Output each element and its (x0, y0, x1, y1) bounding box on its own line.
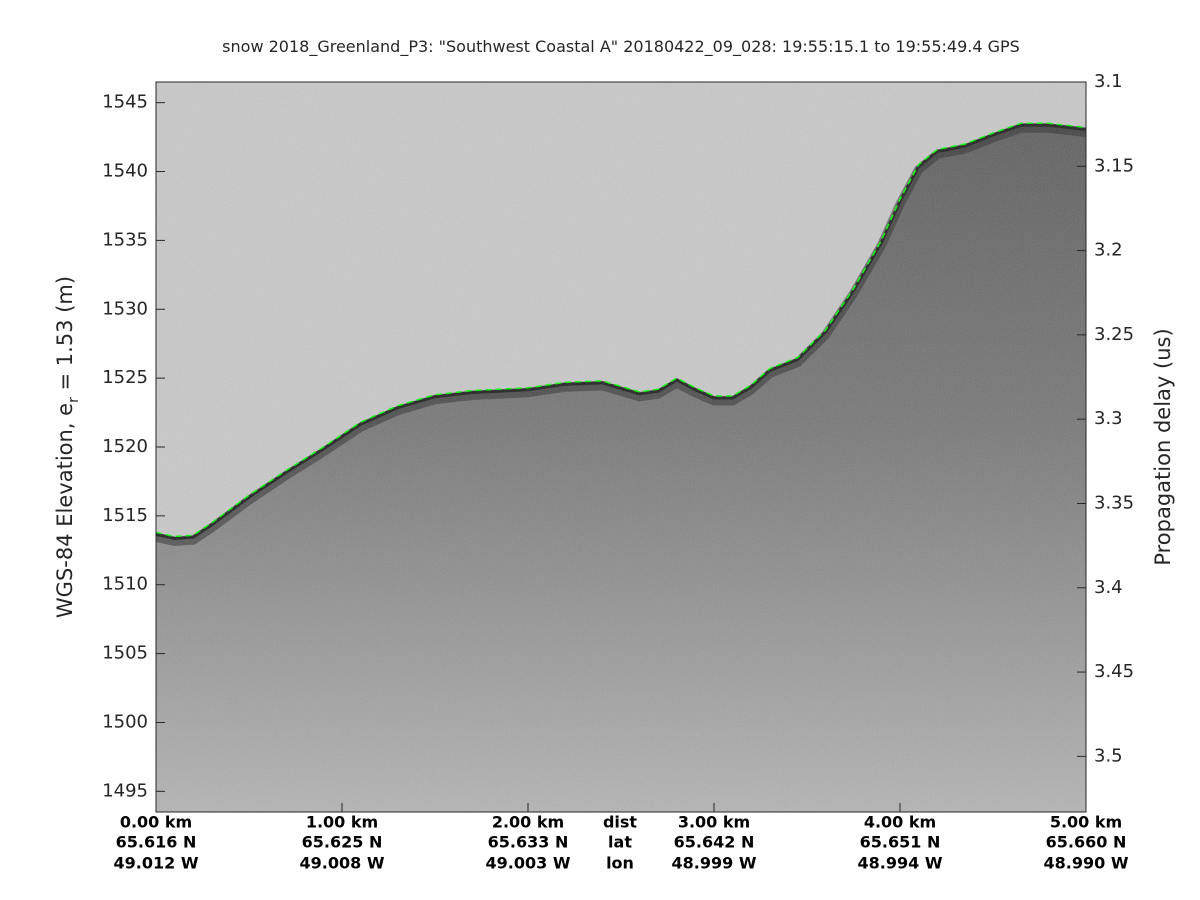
echogram-noise (156, 82, 1086, 812)
x-tick-label: 1.00 km (306, 813, 378, 832)
y-tick-label: 1505 (102, 643, 148, 664)
y-axis-label: WGS-84 Elevation, er = 1.53 (m) (53, 276, 82, 618)
y-tick-label: 1510 (102, 574, 148, 595)
y2-tick-label: 3.5 (1094, 745, 1123, 766)
lat-label: 65.642 N (674, 833, 755, 852)
y-tick-label: 1520 (102, 436, 148, 457)
y-axis-label-part: WGS-84 Elevation, e (53, 403, 77, 618)
y2-tick-label: 3.4 (1094, 577, 1123, 598)
lat-label: 65.651 N (860, 833, 941, 852)
x-tick-label: 5.00 km (1050, 813, 1122, 832)
y2-tick-label: 3.25 (1094, 324, 1134, 345)
y2-tick-label: 3.1 (1094, 71, 1123, 92)
row-label: lat (608, 833, 632, 852)
row-label: dist (603, 813, 637, 832)
lon-label: 49.003 W (486, 854, 571, 873)
y-tick-label: 1545 (102, 92, 148, 113)
y-tick-label: 1500 (102, 711, 148, 732)
lat-label: 65.625 N (302, 833, 383, 852)
x-tick-label: 3.00 km (678, 813, 750, 832)
lon-label: 48.999 W (672, 854, 757, 873)
y2-tick-label: 3.35 (1094, 492, 1134, 513)
x-tick-label: 4.00 km (864, 813, 936, 832)
y-tick-label: 1525 (102, 367, 148, 388)
y-tick-label: 1535 (102, 229, 148, 250)
x-tick-label: 0.00 km (120, 813, 192, 832)
y2-axis-label: Propagation delay (us) (1151, 328, 1175, 565)
x-tick-label: 2.00 km (492, 813, 564, 832)
lat-label: 65.633 N (488, 833, 569, 852)
y-tick-label: 1530 (102, 298, 148, 319)
row-label: lon (606, 854, 634, 873)
y-axis-label-sub: r (66, 397, 82, 403)
lon-label: 48.990 W (1044, 854, 1129, 873)
lat-label: 65.616 N (116, 833, 197, 852)
lat-label: 65.660 N (1046, 833, 1127, 852)
y2-tick-label: 3.45 (1094, 661, 1134, 682)
lon-label: 49.008 W (300, 854, 385, 873)
y-axis-label-part: = 1.53 (m) (53, 276, 77, 397)
lon-label: 49.012 W (114, 854, 199, 873)
y-tick-label: 1540 (102, 161, 148, 182)
y-tick-label: 1495 (102, 780, 148, 801)
y-tick-label: 1515 (102, 505, 148, 526)
chart-title: snow 2018_Greenland_P3: "Southwest Coast… (222, 37, 1020, 57)
y2-tick-label: 3.3 (1094, 408, 1123, 429)
y2-tick-label: 3.15 (1094, 155, 1134, 176)
lon-label: 48.994 W (858, 854, 943, 873)
y2-tick-label: 3.2 (1094, 240, 1123, 261)
